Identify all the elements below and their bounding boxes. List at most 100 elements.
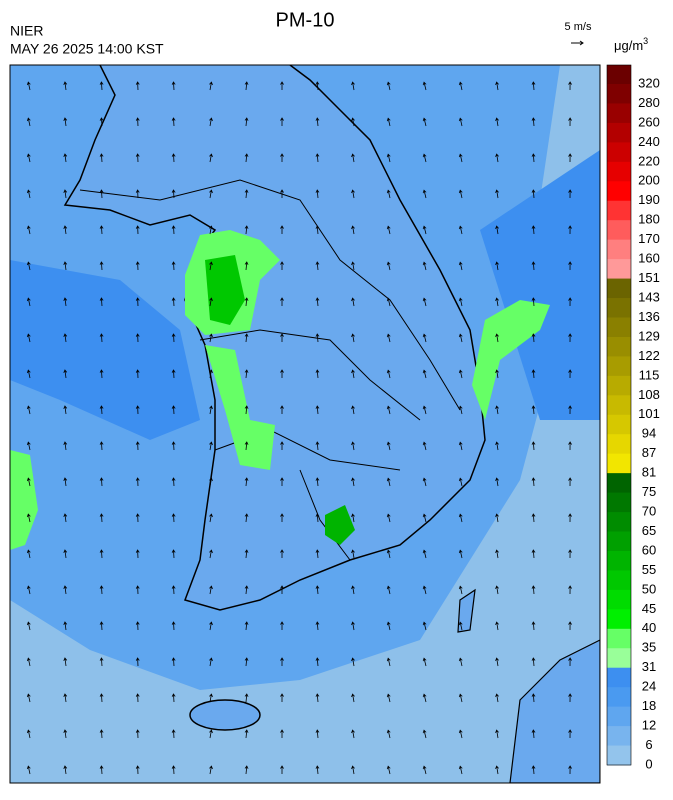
wind-arrow: [209, 369, 213, 379]
wind-arrow: [351, 153, 355, 163]
wind-arrow: [135, 405, 140, 415]
wind-arrow: [315, 621, 320, 631]
wind-arrow: [422, 441, 427, 451]
wind-arrow: [531, 765, 536, 775]
wind-arrow: [458, 117, 463, 127]
wind-arrow: [244, 117, 249, 127]
wind-arrow: [315, 225, 320, 235]
agency: NIER: [10, 23, 43, 39]
wind-arrow: [351, 621, 355, 631]
wind-arrow: [244, 441, 249, 451]
wind-arrow: [209, 405, 213, 415]
wind-arrow: [63, 189, 68, 199]
wind-arrow: [280, 153, 284, 163]
wind-arrow: [531, 261, 536, 271]
wind-arrow: [458, 441, 463, 451]
wind-arrow: [495, 657, 499, 667]
wind-arrow: [351, 261, 355, 271]
wind-arrow: [63, 765, 68, 775]
colorbar-label: 220: [638, 153, 660, 168]
wind-arrow: [458, 693, 463, 703]
colorbar-segment: [607, 395, 631, 416]
wind-arrow: [99, 189, 104, 199]
wind-arrow: [26, 693, 31, 703]
colorbar-segment: [607, 706, 631, 727]
pollution-field: [472, 300, 550, 420]
wind-arrow: [244, 729, 249, 739]
wind-arrow: [315, 81, 320, 91]
pollution-field: [10, 450, 38, 550]
wind-arrow: [63, 405, 68, 415]
wind-arrow: [422, 765, 427, 775]
colorbar-label: 81: [642, 465, 656, 480]
wind-arrow: [244, 333, 249, 343]
wind-arrow: [99, 261, 104, 271]
coastline: [63, 65, 486, 611]
wind-arrow: [351, 297, 355, 307]
wind-arrow: [422, 153, 427, 163]
wind-arrow: [531, 405, 536, 415]
wind-arrow: [422, 261, 427, 271]
wind-arrow: [99, 333, 104, 343]
wind-arrow: [280, 117, 284, 127]
wind-arrow: [531, 477, 536, 487]
wind-arrow: [531, 369, 536, 379]
wind-arrow: [26, 261, 31, 271]
wind-arrow: [531, 117, 536, 127]
colorbar-segment: [607, 473, 631, 494]
wind-arrow: [171, 261, 176, 271]
colorbar-segment: [607, 648, 631, 669]
colorbar-label: 65: [642, 523, 656, 538]
wind-arrow: [63, 333, 68, 343]
wind-arrow: [171, 81, 176, 91]
island: [189, 699, 261, 731]
colorbar-segment: [607, 356, 631, 377]
wind-arrow: [171, 657, 176, 667]
wind-arrow: [244, 657, 249, 667]
pollution-field: [480, 150, 600, 420]
wind-arrow: [99, 405, 104, 415]
colorbar-segment: [607, 336, 631, 357]
wind-arrow: [458, 405, 463, 415]
wind-arrow: [171, 117, 176, 127]
colorbar-label: 70: [642, 503, 656, 518]
wind-arrow: [26, 333, 31, 343]
wind-arrow: [244, 621, 249, 631]
wind-arrow: [209, 477, 213, 487]
wind-arrow: [63, 369, 68, 379]
wind-arrow: [63, 729, 68, 739]
colorbar-label: 31: [642, 659, 656, 674]
wind-arrow: [280, 621, 284, 631]
colorbar-label: 320: [638, 75, 660, 90]
wind-arrow: [209, 225, 213, 235]
colorbar-segment: [607, 122, 631, 143]
wind-arrow: [531, 729, 536, 739]
wind-arrow: [422, 477, 427, 487]
wind-arrow: [244, 513, 249, 523]
wind-arrow: [135, 657, 140, 667]
wind-arrow: [280, 297, 284, 307]
wind-arrow: [63, 441, 68, 451]
wind-arrow: [209, 81, 213, 91]
wind-arrow: [171, 513, 176, 523]
wind-arrow: [422, 225, 427, 235]
colorbar: 3202802602402202001901801701601511431361…: [606, 64, 660, 771]
title: PM-10: [276, 9, 335, 31]
wind-arrow: [458, 189, 463, 199]
colorbar-segment: [607, 181, 631, 202]
datetime: MAY 26 2025 14:00 KST: [10, 41, 164, 57]
wind-arrow: [568, 405, 572, 415]
wind-arrow: [568, 153, 572, 163]
wind-arrow: [26, 225, 31, 235]
colorbar-segment: [607, 375, 631, 396]
wind-arrow: [315, 261, 320, 271]
wind-arrow: [244, 585, 249, 595]
wind-arrow: [135, 621, 140, 631]
wind-arrow: [531, 333, 536, 343]
wind-arrow: [422, 657, 427, 667]
wind-arrow: [244, 765, 249, 775]
colorbar-label: 280: [638, 95, 660, 110]
colorbar-segment: [607, 65, 631, 85]
wind-arrow: [495, 585, 499, 595]
